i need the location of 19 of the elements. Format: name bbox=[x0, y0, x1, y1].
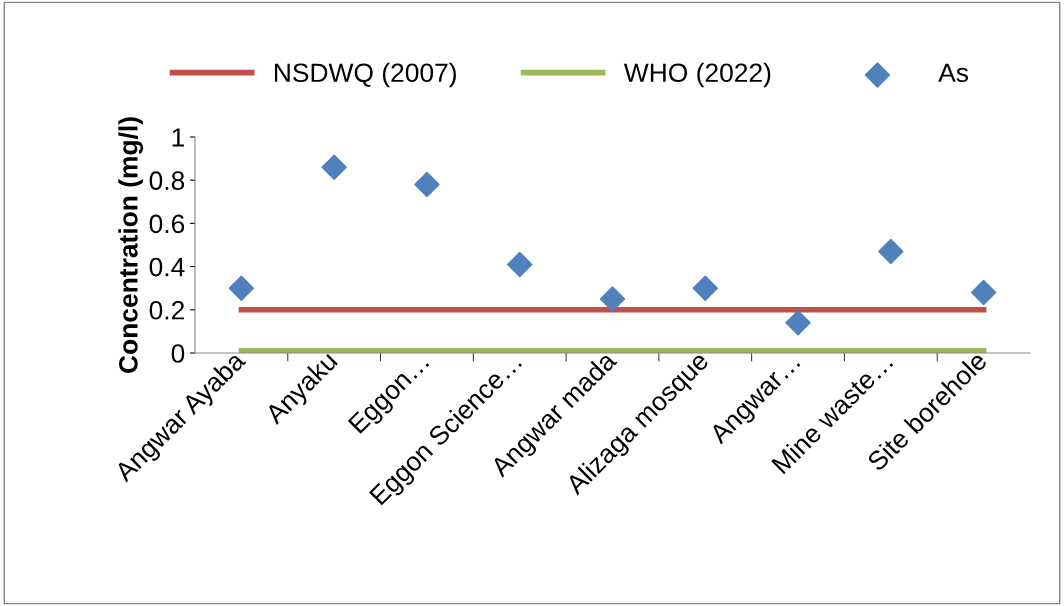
y-tick-label: 0 bbox=[171, 344, 185, 363]
point bbox=[692, 275, 719, 301]
point bbox=[970, 279, 997, 306]
legend-label: WHO (2022) bbox=[623, 62, 771, 88]
y-tick-label: 0.8 bbox=[149, 171, 185, 191]
point bbox=[785, 310, 811, 336]
point bbox=[414, 171, 440, 198]
point bbox=[321, 154, 347, 180]
y-axis-title: Concentration (mg/l) bbox=[118, 117, 144, 373]
point bbox=[878, 238, 904, 265]
y-tick-label: 0.2 bbox=[149, 300, 184, 320]
legend-label: As bbox=[938, 63, 969, 83]
legend-label: NSDWQ (2007) bbox=[274, 62, 456, 88]
y-tick-label: 0.4 bbox=[149, 257, 185, 277]
y-tick-label: 1 bbox=[172, 128, 184, 147]
point bbox=[506, 251, 533, 278]
point bbox=[228, 275, 255, 301]
y-tick-label: 0.6 bbox=[149, 214, 185, 234]
point bbox=[599, 286, 626, 312]
